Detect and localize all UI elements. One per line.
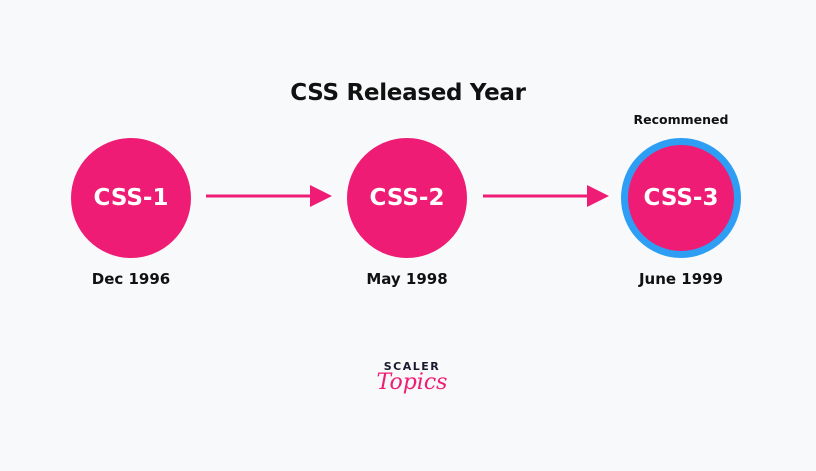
date-css-1: Dec 1996 [91,270,171,288]
node-css-1: CSS-1 [71,138,191,258]
logo-brand-top: SCALER [383,360,441,373]
date-css-3: June 1999 [638,270,724,288]
arrow-2-head [587,185,609,207]
arrow-1-to-2 [206,185,332,207]
arrow-1-head [310,185,332,207]
node-css-3: CSS-3 [621,138,741,258]
scaler-topics-logo: SCALER Topics [372,360,452,410]
node-css-2: CSS-2 [347,138,467,258]
date-css-2: May 1998 [366,270,448,288]
logo-brand-bottom: Topics [376,370,448,395]
diagram-title: CSS Released Year [290,80,526,106]
arrow-2-to-3 [483,185,609,207]
recommended-note: Recommened [633,112,729,127]
